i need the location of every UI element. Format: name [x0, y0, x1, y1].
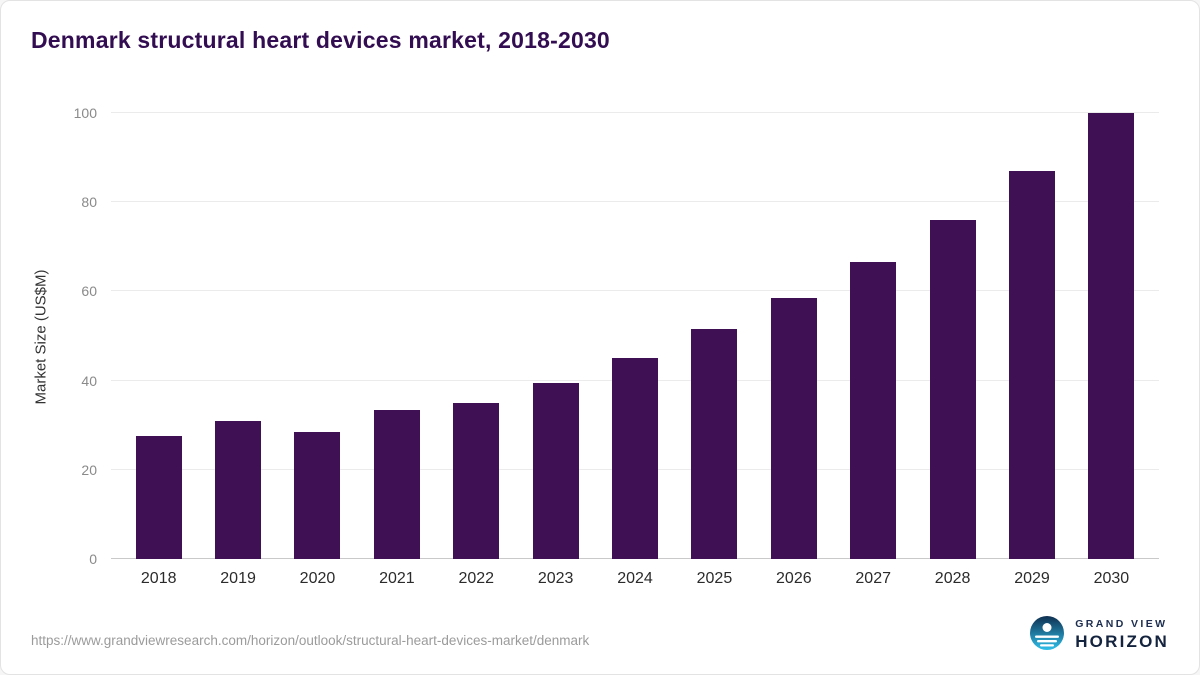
chart-title: Denmark structural heart devices market,… [31, 27, 610, 53]
plot-area: 0 20 40 60 80 100 2018 2019 2020 2021 2022 2023 202… [74, 105, 1159, 587]
bar-2029 [1008, 170, 1055, 559]
bar-column: 2018 [119, 113, 198, 587]
x-tick-label: 2027 [855, 570, 891, 587]
bar-column: 2023 [516, 113, 595, 587]
x-tick-label: 2018 [140, 570, 177, 587]
bar-column: 2020 [278, 113, 357, 587]
bar-column: 2019 [198, 113, 277, 587]
bar-2026 [770, 298, 817, 559]
x-tick-label: 2024 [617, 570, 653, 587]
brand-line2: HORIZON [1075, 632, 1169, 652]
brand-logo: GRAND VIEW HORIZON [1029, 615, 1169, 656]
bar-2024 [612, 358, 659, 559]
bar-column: 2030 [1072, 113, 1151, 587]
bar-2023 [532, 382, 579, 559]
x-tick-label: 2029 [1014, 570, 1050, 587]
x-tick-label: 2023 [537, 570, 574, 587]
bar-column: 2024 [595, 113, 674, 587]
bar-column: 2028 [913, 113, 992, 587]
bar-2030 [1088, 113, 1135, 559]
gridline [111, 201, 1159, 203]
x-tick-label: 2025 [696, 570, 733, 587]
bar-2022 [453, 402, 500, 559]
x-tick-label: 2020 [299, 570, 336, 587]
brand-line1: GRAND VIEW [1075, 618, 1168, 631]
bar-2025 [691, 329, 738, 559]
bar-2027 [850, 262, 897, 559]
bars-layer: 2018 2019 2020 2021 2022 2023 2024 2025 2026 2027… [111, 113, 1159, 587]
bar-column: 2021 [357, 113, 436, 587]
bar-2020 [294, 431, 341, 559]
y-tick-label: 100 [73, 105, 97, 121]
x-tick-label: 2028 [934, 570, 971, 587]
y-tick-label: 60 [81, 283, 97, 300]
x-tick-label: 2030 [1093, 570, 1130, 587]
y-tick-label: 40 [81, 372, 97, 389]
y-tick-label: 20 [81, 461, 97, 478]
bar-2021 [373, 409, 420, 559]
bar-column: 2026 [754, 113, 833, 587]
gridline [111, 112, 1159, 113]
x-tick-label: 2026 [776, 570, 812, 587]
bar-column: 2025 [675, 113, 754, 587]
y-axis-label: Market Size (US$M) [32, 269, 50, 405]
bar-2019 [215, 420, 262, 559]
y-tick-label: 0 [89, 551, 97, 567]
x-tick-label: 2019 [220, 570, 256, 587]
bar-column: 2029 [992, 113, 1071, 587]
gridline [111, 290, 1159, 292]
bar-column: 2027 [834, 113, 913, 587]
bar-2018 [135, 436, 182, 559]
source-url: https://www.grandviewresearch.com/horizo… [31, 633, 590, 648]
x-tick-label: 2021 [379, 570, 415, 587]
bar-column: 2022 [437, 113, 516, 587]
y-tick-label: 80 [81, 194, 97, 211]
brand-text: GRAND VIEW HORIZON [1075, 618, 1169, 652]
x-tick-label: 2022 [458, 570, 495, 587]
horizon-logo-icon [1029, 615, 1065, 656]
bar-2028 [929, 220, 976, 559]
